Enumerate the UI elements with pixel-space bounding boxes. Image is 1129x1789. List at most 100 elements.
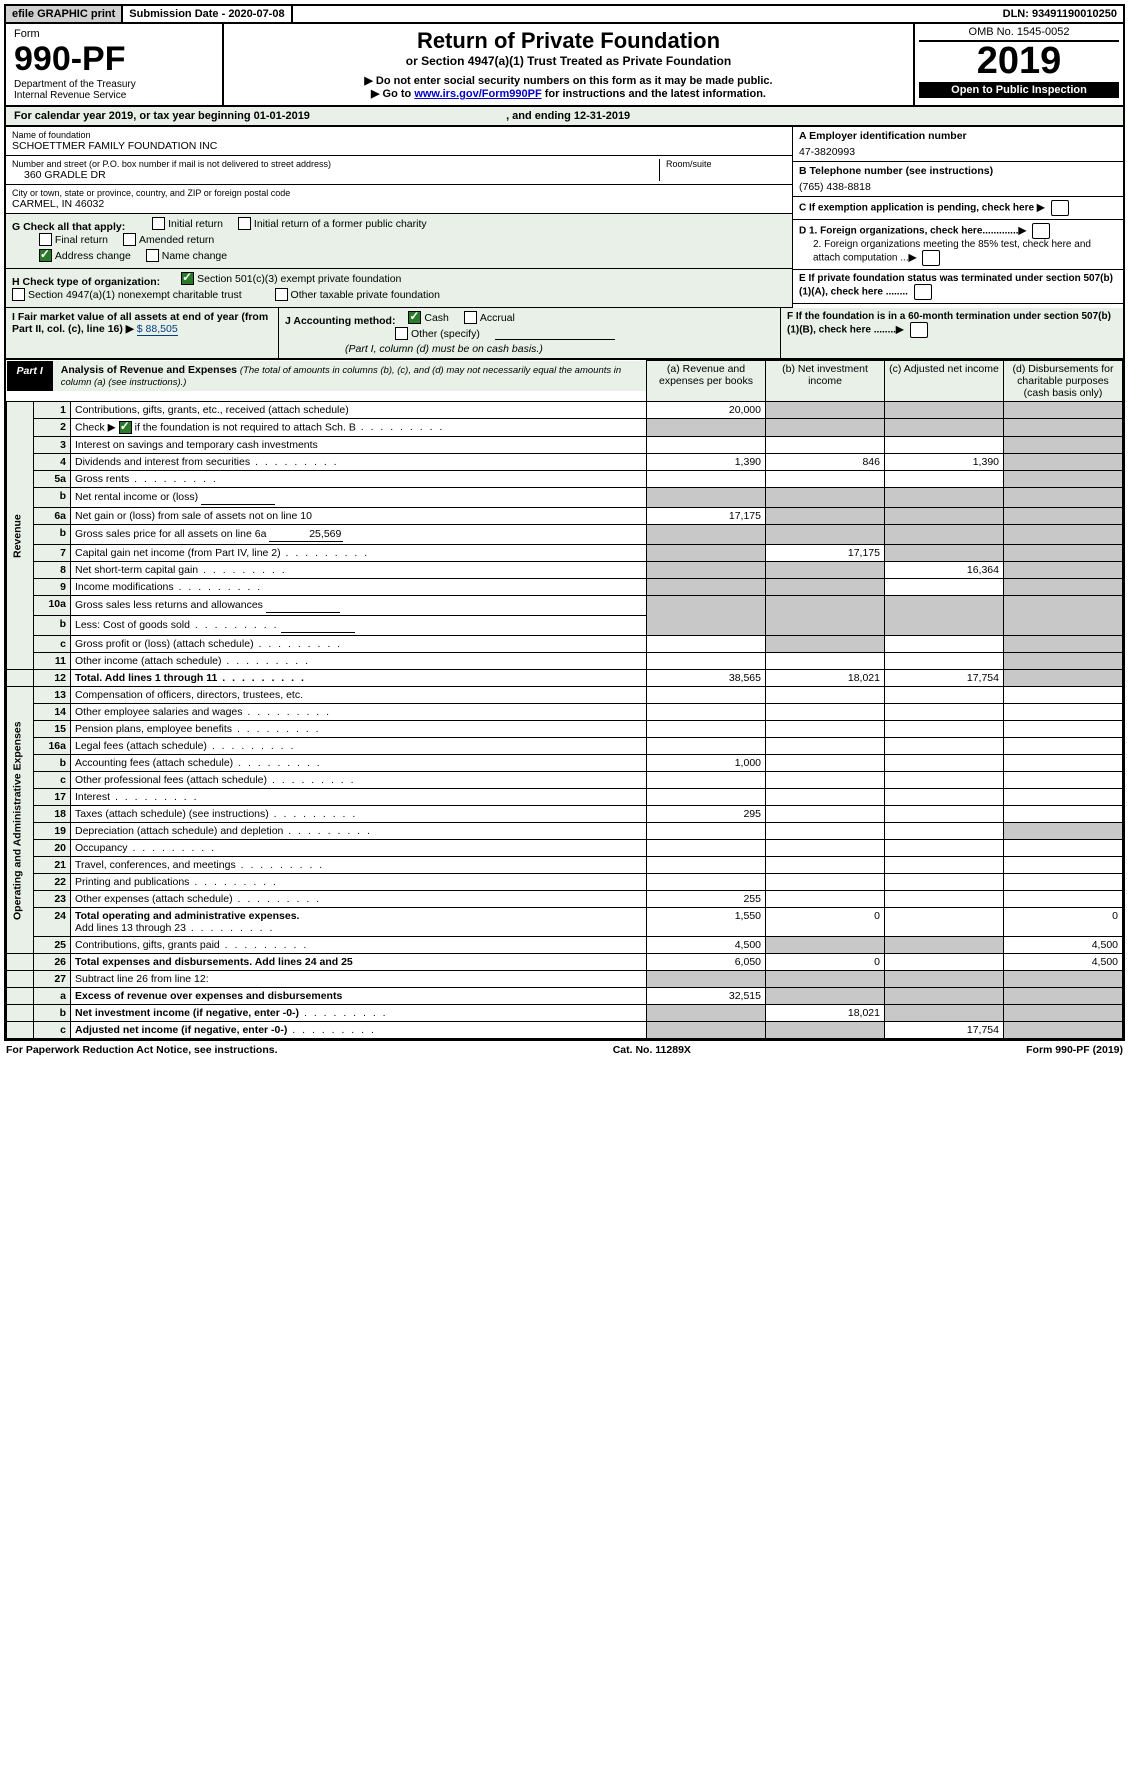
d1-label: D 1. Foreign organizations, check here..… <box>799 226 1019 237</box>
lbl-other-taxable: Other taxable private foundation <box>291 289 440 301</box>
row-18-label: Taxes (attach schedule) (see instruction… <box>71 806 647 823</box>
row-4-label: Dividends and interest from securities <box>71 454 647 471</box>
row-10c-num: c <box>34 636 71 653</box>
form-number: 990-PF <box>14 40 214 79</box>
row-26-d: 4,500 <box>1004 954 1123 971</box>
row-5b-num: b <box>34 488 71 508</box>
form-word: Form <box>14 28 214 40</box>
row-22-label: Printing and publications <box>71 874 647 891</box>
row-15-num: 15 <box>34 721 71 738</box>
row-27b-label: Net investment income (if negative, ente… <box>71 1005 647 1022</box>
lbl-initial-former: Initial return of a former public charit… <box>254 218 427 230</box>
tax-year: 2019 <box>919 42 1119 80</box>
efile-print-label[interactable]: efile GRAPHIC print <box>6 6 123 22</box>
row-5a-label: Gross rents <box>71 471 647 488</box>
row-6b-label: Gross sales price for all assets on line… <box>71 525 647 545</box>
open-to-public: Open to Public Inspection <box>919 82 1119 98</box>
row-11-num: 11 <box>34 653 71 670</box>
chk-name-change[interactable] <box>146 249 159 262</box>
input-6b[interactable] <box>269 527 343 542</box>
row-5b-label: Net rental income or (loss) <box>71 488 647 508</box>
row-27a-a: 32,515 <box>647 988 766 1005</box>
chk-4947[interactable] <box>12 288 25 301</box>
j-note: (Part I, column (d) must be on cash basi… <box>345 343 543 355</box>
row-4-b: 846 <box>766 454 885 471</box>
chk-final-return[interactable] <box>39 233 52 246</box>
row-16b-a: 1,000 <box>647 755 766 772</box>
row-23-label: Other expenses (attach schedule) <box>71 891 647 908</box>
chk-amended-return[interactable] <box>123 233 136 246</box>
row-27-label: Subtract line 26 from line 12: <box>71 971 647 988</box>
row-10c-label: Gross profit or (loss) (attach schedule) <box>71 636 647 653</box>
chk-d2[interactable] <box>922 250 940 266</box>
row-7-b: 17,175 <box>766 545 885 562</box>
cal-begin: 01-01-2019 <box>254 110 310 122</box>
row-22-num: 22 <box>34 874 71 891</box>
row-21-label: Travel, conferences, and meetings <box>71 857 647 874</box>
form990pf-link[interactable]: www.irs.gov/Form990PF <box>414 88 541 100</box>
ein-label: A Employer identification number <box>799 130 1117 142</box>
row-16c-num: c <box>34 772 71 789</box>
chk-address-change[interactable] <box>39 249 52 262</box>
lbl-accrual: Accrual <box>480 312 515 324</box>
row-25-label: Contributions, gifts, grants paid <box>71 937 647 954</box>
revenue-side: Revenue <box>7 402 34 670</box>
chk-cash[interactable] <box>408 311 421 324</box>
row-27c-num: c <box>34 1022 71 1039</box>
chk-d1[interactable] <box>1032 223 1050 239</box>
cal-end: 12-31-2019 <box>574 110 630 122</box>
form-header: Form 990-PF Department of the Treasury I… <box>4 24 1125 107</box>
row-24-b: 0 <box>766 908 885 937</box>
row-27c-c: 17,754 <box>885 1022 1004 1039</box>
chk-accrual[interactable] <box>464 311 477 324</box>
input-5b[interactable] <box>201 490 275 505</box>
name-label: Name of foundation <box>12 130 786 140</box>
chk-other-method[interactable] <box>395 327 408 340</box>
row-10b-num: b <box>34 616 71 636</box>
analysis-table: Part I Analysis of Revenue and Expenses … <box>6 360 1123 1039</box>
lbl-name-change: Name change <box>162 250 227 262</box>
chk-initial-return[interactable] <box>152 217 165 230</box>
dept-treasury: Department of the Treasury <box>14 79 214 90</box>
input-10a[interactable] <box>266 598 340 613</box>
instr2-post: for instructions and the latest informat… <box>542 88 766 100</box>
form-title: Return of Private Foundation <box>232 28 905 54</box>
row-20-label: Occupancy <box>71 840 647 857</box>
row-26-num: 26 <box>34 954 71 971</box>
chk-other-taxable[interactable] <box>275 288 288 301</box>
chk-no-schb[interactable] <box>119 421 132 434</box>
lbl-cash: Cash <box>424 312 449 324</box>
row-4-a: 1,390 <box>647 454 766 471</box>
row-2-label: Check ▶ if the foundation is not require… <box>71 419 647 437</box>
chk-c-pending[interactable] <box>1051 200 1069 216</box>
row-9-num: 9 <box>34 579 71 596</box>
row-27b-num: b <box>34 1005 71 1022</box>
submission-date: Submission Date - 2020-07-08 <box>123 6 292 22</box>
input-10b[interactable] <box>281 618 355 633</box>
col-d-header: (d) Disbursements for charitable purpose… <box>1004 361 1123 402</box>
row-26-a: 6,050 <box>647 954 766 971</box>
row-12-b: 18,021 <box>766 670 885 687</box>
chk-501c3[interactable] <box>181 272 194 285</box>
expenses-side: Operating and Administrative Expenses <box>7 687 34 954</box>
col-c-header: (c) Adjusted net income <box>885 361 1004 402</box>
lbl-other-method: Other (specify) <box>411 328 480 340</box>
instr-line1: ▶ Do not enter social security numbers o… <box>232 74 905 87</box>
lbl-initial: Initial return <box>168 218 223 230</box>
col-b-header: (b) Net investment income <box>766 361 885 402</box>
row-16b-label: Accounting fees (attach schedule) <box>71 755 647 772</box>
chk-f[interactable] <box>910 322 928 338</box>
ein-value: 47-3820993 <box>799 142 1117 158</box>
row-27-num: 27 <box>34 971 71 988</box>
row-27a-label: Excess of revenue over expenses and disb… <box>71 988 647 1005</box>
form-subtitle: or Section 4947(a)(1) Trust Treated as P… <box>232 54 905 68</box>
row-16a-label: Legal fees (attach schedule) <box>71 738 647 755</box>
cat-number: Cat. No. 11289X <box>613 1044 691 1056</box>
row-12-label: Total. Add lines 1 through 11 <box>71 670 647 687</box>
i-value: $ 88,505 <box>137 323 178 336</box>
topbar: efile GRAPHIC print Submission Date - 20… <box>4 4 1125 24</box>
chk-e[interactable] <box>914 284 932 300</box>
part1-title: Analysis of Revenue and Expenses <box>61 364 237 376</box>
chk-initial-former[interactable] <box>238 217 251 230</box>
row-12-a: 38,565 <box>647 670 766 687</box>
